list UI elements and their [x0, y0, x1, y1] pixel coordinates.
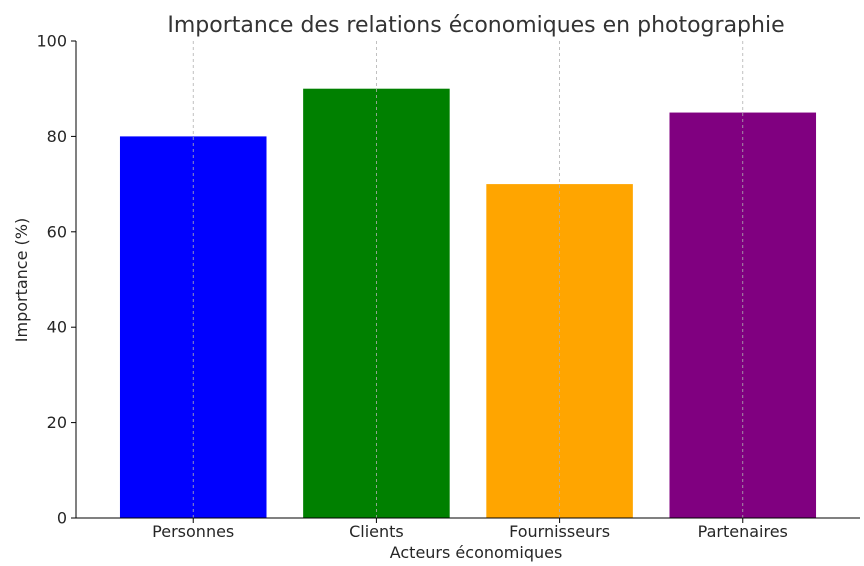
- y-tick-label-20: 20: [47, 413, 67, 432]
- y-axis-label: Importance (%): [12, 218, 31, 342]
- bar-personnes: [119, 136, 267, 518]
- vertical-grid-layer: [192, 41, 744, 518]
- chart-title: Importance des relations économiques en …: [167, 13, 784, 38]
- x-tick-label-personnes: Personnes: [152, 522, 234, 541]
- y-tick-label-80: 80: [47, 127, 67, 146]
- x-tick-label-partenaires: Partenaires: [698, 522, 788, 541]
- x-tick-label-fournisseurs: Fournisseurs: [509, 522, 610, 541]
- y-tick-label-60: 60: [47, 222, 67, 241]
- bar-clients: [303, 88, 450, 518]
- bars-layer: [119, 88, 817, 519]
- y-tick-label-0: 0: [57, 509, 67, 528]
- y-tick-label-40: 40: [47, 318, 67, 337]
- ticks-layer: 0 20 40 60 80 100 Personnes Clients Fournisseurs…: [36, 32, 787, 542]
- y-tick-label-100: 100: [36, 32, 67, 51]
- x-tick-label-clients: Clients: [349, 522, 404, 541]
- axes-layer: [75, 41, 860, 519]
- x-axis-label: Acteurs économiques: [390, 543, 563, 562]
